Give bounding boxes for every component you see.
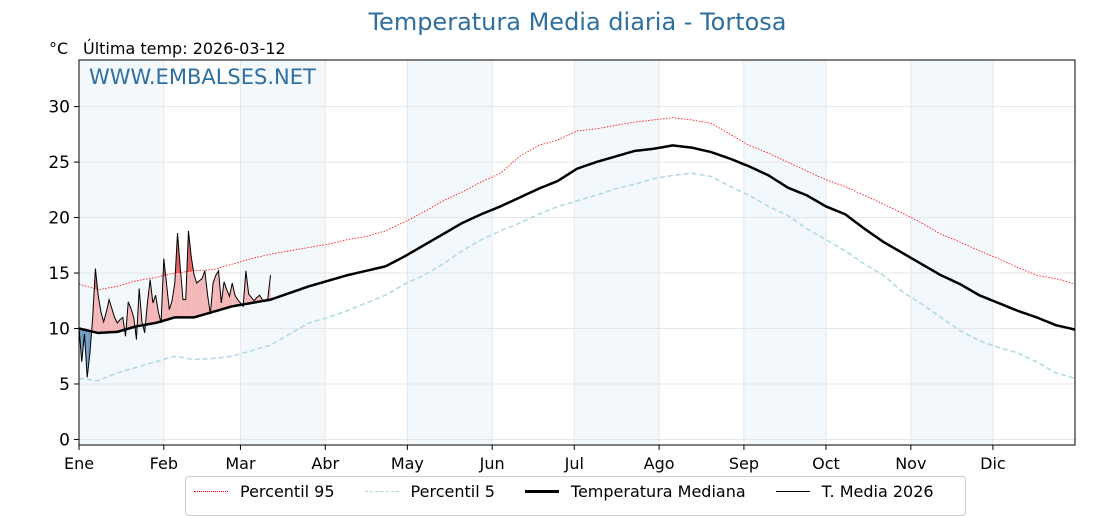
y-tick-label: 15 <box>48 264 70 284</box>
x-tick-label: Abr <box>311 454 339 473</box>
month-band <box>574 60 659 445</box>
legend-label: Percentil 5 <box>411 482 495 501</box>
x-tick-label: Nov <box>895 454 926 473</box>
legend-label: Temperatura Mediana <box>571 482 746 501</box>
legend-item-median: Temperatura Mediana <box>525 482 746 501</box>
x-tick-label: Oct <box>812 454 840 473</box>
legend-label: T. Media 2026 <box>822 482 934 501</box>
anomaly-fill <box>199 279 202 316</box>
chart-area: 0 5 10 15 20 25 30 Ene Feb Mar Abr May Jun Jul Ago Sep O… <box>0 0 1120 500</box>
x-tick-label: Dic <box>980 454 1006 473</box>
legend-item-p5: Percentil 5 <box>365 482 495 501</box>
legend-swatch-p5 <box>365 491 399 492</box>
legend-item-2026: T. Media 2026 <box>776 482 934 501</box>
x-tick-label: Jun <box>479 454 505 473</box>
legend-item-p95: Percentil 95 <box>194 482 335 501</box>
x-tick-label: Sep <box>729 454 759 473</box>
anomaly-fill <box>216 271 219 311</box>
x-tick-label: Mar <box>225 454 256 473</box>
month-band <box>240 60 325 445</box>
month-band <box>744 60 826 445</box>
y-tick-label: 20 <box>48 209 70 229</box>
legend: Percentil 95 Percentil 5 Temperatura Med… <box>185 476 966 516</box>
watermark: WWW.EMBALSES.NET <box>89 65 316 89</box>
legend-swatch-median <box>525 490 559 493</box>
month-band <box>911 60 993 445</box>
y-tick-label: 5 <box>59 375 70 395</box>
month-band <box>79 60 164 445</box>
y-tick-label: 30 <box>48 98 70 118</box>
x-tick-label: May <box>391 454 424 473</box>
legend-swatch-2026 <box>776 491 810 492</box>
x-tick-label: Feb <box>150 454 178 473</box>
y-tick-label: 0 <box>59 430 70 450</box>
x-tick-label: Ago <box>644 454 675 473</box>
legend-label: Percentil 95 <box>240 482 335 501</box>
legend-swatch-p95 <box>194 491 228 492</box>
x-tick-label: Jul <box>564 454 584 473</box>
x-tick-label: Ene <box>64 454 94 473</box>
month-band <box>407 60 492 445</box>
anomaly-fill <box>183 300 186 318</box>
anomaly-fill <box>197 281 200 317</box>
y-tick-label: 10 <box>48 320 70 340</box>
y-tick-label: 25 <box>48 153 70 173</box>
